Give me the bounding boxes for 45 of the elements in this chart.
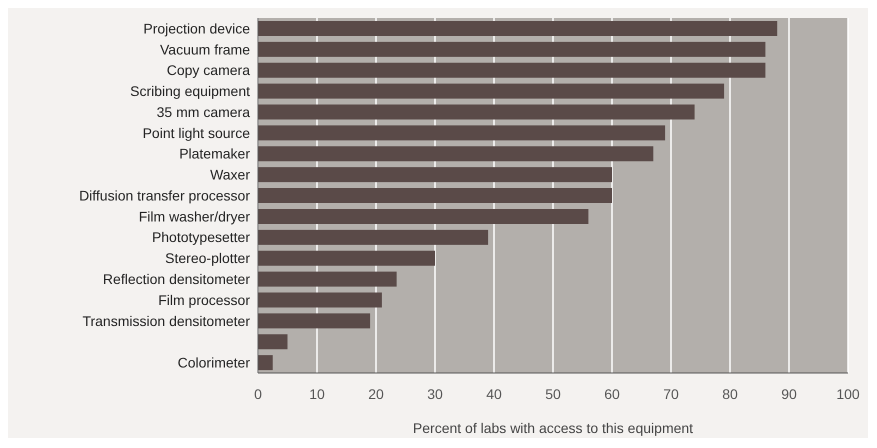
y-tick-label: Copy camera	[166, 62, 250, 78]
bar	[258, 167, 612, 182]
bar	[258, 21, 778, 36]
x-tick-label: 50	[545, 386, 561, 402]
x-tick-label: 20	[368, 386, 384, 402]
x-tick-label: 40	[486, 386, 502, 402]
y-tick-label: Film processor	[158, 292, 250, 308]
x-tick-label: 70	[663, 386, 679, 402]
bar	[258, 230, 488, 245]
y-tick-label: Diffusion transfer processor	[79, 187, 250, 204]
y-tick-label: Phototypesetter	[152, 229, 250, 246]
bar	[258, 84, 724, 99]
x-tick-label: 80	[722, 386, 738, 402]
x-tick-label: 100	[836, 386, 860, 402]
y-tick-label: Reflection densitometer	[102, 271, 250, 287]
bar	[258, 334, 288, 350]
x-tick-label: 0	[254, 386, 262, 402]
bar	[258, 104, 695, 120]
y-tick-label: Waxer	[210, 166, 250, 183]
bar	[258, 250, 435, 266]
y-tick-label: Stereo-plotter	[165, 250, 250, 266]
y-tick-label: Colorimeter	[178, 354, 250, 371]
y-tick-label: Scribing equipment	[130, 83, 250, 100]
bar	[258, 146, 654, 162]
x-tick-label: 10	[309, 386, 325, 402]
y-tick-label: Film washer/dryer	[138, 208, 250, 224]
y-tick-label: Platemaker	[179, 146, 250, 162]
bar	[258, 42, 766, 57]
x-tick-label: 30	[427, 386, 443, 402]
y-tick-label: Point light source	[142, 124, 250, 141]
bar	[258, 208, 588, 224]
y-tick-label: Projection device	[143, 20, 250, 36]
y-tick-label: 35 mm camera	[156, 104, 250, 120]
x-axis-title: Percent of labs with access to this equipment	[412, 420, 694, 436]
x-tick-label: 90	[781, 386, 797, 402]
x-tick-label: 60	[604, 386, 620, 402]
y-tick-label: Vacuum frame	[160, 41, 250, 58]
y-tick-label: Transmission densitometer	[82, 312, 250, 329]
bar	[258, 355, 273, 370]
bar	[258, 272, 397, 287]
bar	[258, 188, 612, 204]
bar	[258, 292, 382, 308]
bar	[258, 125, 666, 140]
bar	[258, 62, 766, 78]
bar	[258, 313, 370, 328]
